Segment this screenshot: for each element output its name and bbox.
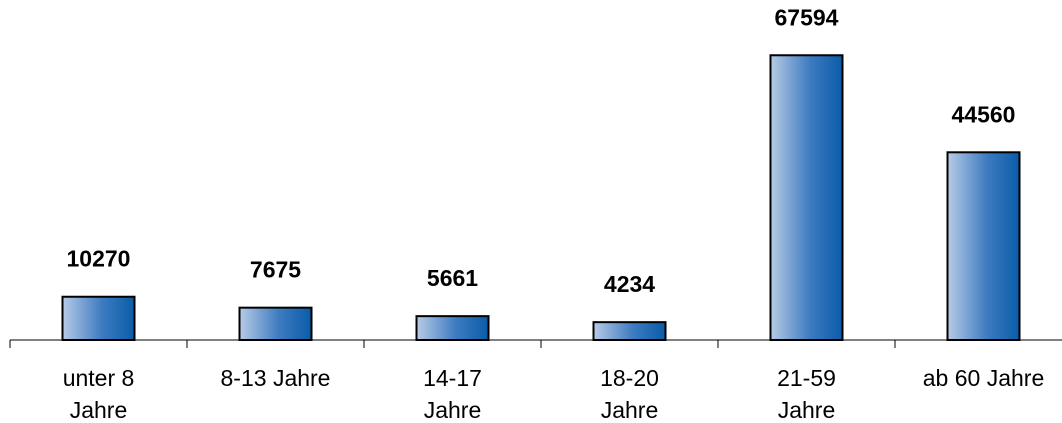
x-tick-label: unter 8 Jahre (62, 365, 135, 423)
x-tick-label: 18-20 Jahre (600, 365, 659, 423)
bar (61, 295, 136, 341)
x-tick-label: ab 60 Jahre (922, 365, 1045, 391)
data-label: 5661 (427, 265, 478, 291)
bar (592, 321, 667, 342)
bar (238, 306, 313, 342)
bar (769, 54, 844, 341)
data-label: 44560 (952, 101, 1016, 127)
data-label: 4234 (604, 271, 655, 297)
bar (946, 151, 1021, 341)
x-tick-label: 8-13 Jahre (220, 365, 331, 391)
bar (415, 315, 490, 342)
data-label: 10270 (67, 246, 131, 272)
data-label: 67594 (775, 4, 839, 30)
data-label: 7675 (250, 257, 301, 283)
x-tick-label: 14-17 Jahre (423, 365, 482, 423)
x-tick-label: 21-59 Jahre (777, 365, 836, 423)
